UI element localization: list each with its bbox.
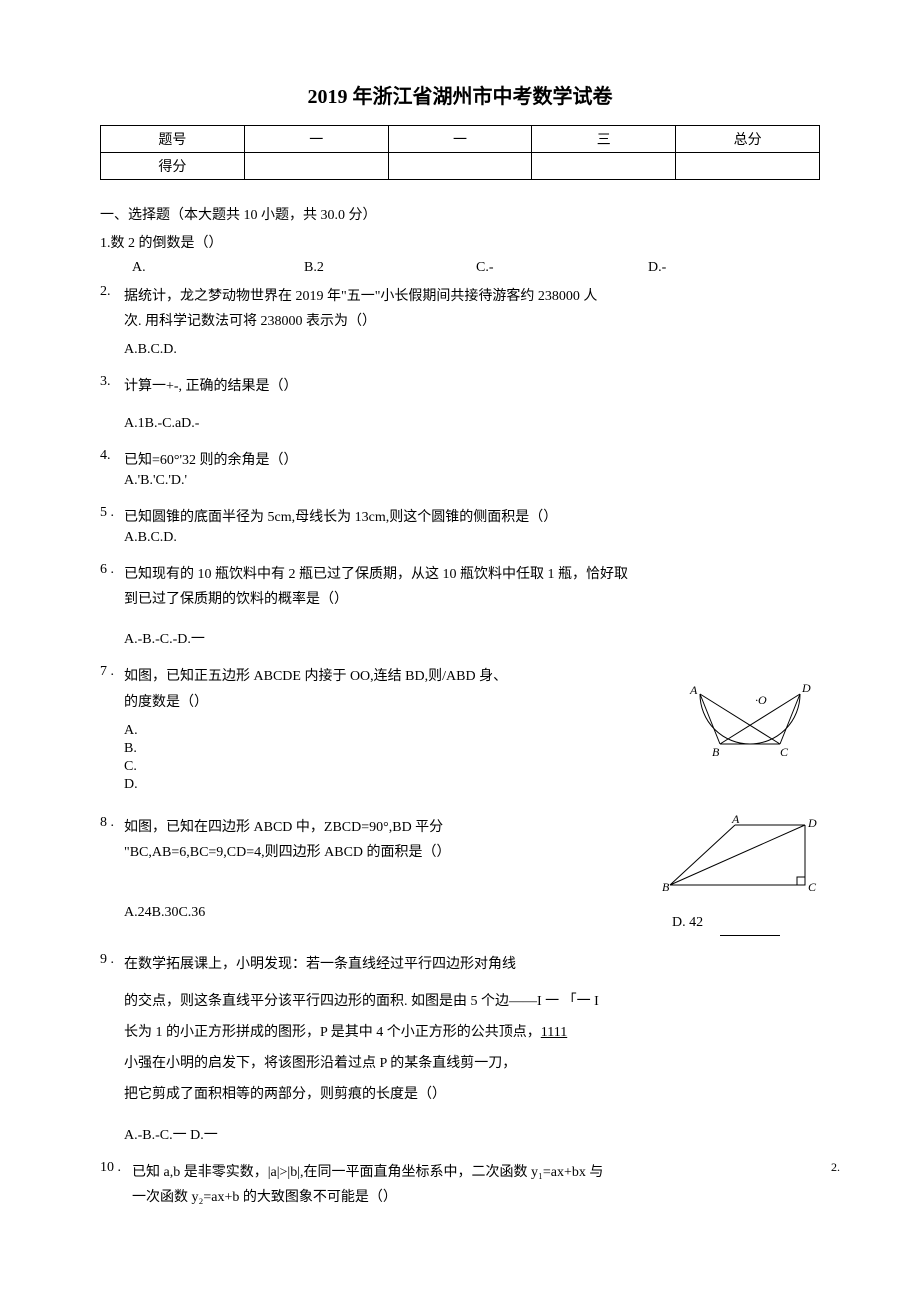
q2-num: 2. — [100, 284, 124, 300]
q8-num: 8 . — [100, 815, 124, 831]
score-cell — [244, 153, 388, 180]
q7-figure: A D B C ·O — [680, 664, 820, 764]
q4-options: A.'B.'C.'D.' — [124, 473, 820, 489]
q5-options: A.B.C.D. — [124, 530, 820, 546]
question-8: 8 . A D B C D. 42 如图，已知在四边形 ABCD 中，ZBCD=… — [100, 815, 820, 936]
header-cell: 题号 — [101, 126, 245, 153]
svg-text:B: B — [662, 880, 670, 894]
svg-text:D: D — [807, 816, 817, 830]
q2-line1: 据统计，龙之梦动物世界在 2019 年"五一"小长假期间共接待游客约 23800… — [124, 284, 820, 309]
header-cell: 一 — [244, 126, 388, 153]
q1-option-a: A. — [132, 260, 304, 276]
q8-option-c: C.36 — [178, 905, 205, 920]
q1-option-c: C.- — [476, 260, 648, 276]
q1-num: 1. — [100, 236, 111, 251]
question-7: 7 . A D B C ·O 如图，已知正五边形 ABCDE 内接于 OO,连结… — [100, 664, 820, 794]
q9-line2: 的交点，则这条直线平分该平行四边形的面积. 如图是由 5 个边——I 一 「一 … — [124, 989, 820, 1014]
q7-num: 7 . — [100, 664, 124, 680]
q3-text: 计算一+-, 正确的结果是（） — [124, 374, 820, 399]
q6-line1: 已知现有的 10 瓶饮料中有 2 瓶已过了保质期，从这 10 瓶饮料中任取 1 … — [124, 562, 820, 587]
q4-num: 4. — [100, 448, 124, 464]
section-header: 一、选择题（本大题共 10 小题，共 30.0 分） — [100, 204, 820, 224]
header-cell: 一 — [388, 126, 532, 153]
q9-line1: 在数学拓展课上，小明发现：若一条直线经过平行四边形对角线 — [124, 952, 820, 977]
side-note: 2. — [831, 1160, 840, 1175]
q10-line2: 一次函数 y₂=ax+b 的大致图象不可能是（） — [132, 1185, 820, 1210]
svg-text:C: C — [808, 880, 817, 894]
question-4: 4. 已知=60°'32 则的余角是（） A.'B.'C.'D.' — [100, 448, 820, 489]
q5-num: 5 . — [100, 505, 124, 521]
question-2: 2. 据统计，龙之梦动物世界在 2019 年"五一"小长假期间共接待游客约 23… — [100, 284, 820, 358]
table-row: 得分 — [101, 153, 820, 180]
question-6: 6 . 已知现有的 10 瓶饮料中有 2 瓶已过了保质期，从这 10 瓶饮料中任… — [100, 562, 820, 648]
q6-num: 6 . — [100, 562, 124, 578]
q2-options: A.B.C.D. — [124, 342, 820, 358]
header-cell: 总分 — [676, 126, 820, 153]
question-3: 3. 计算一+-, 正确的结果是（） A.1B.-C.aD.- — [100, 374, 820, 431]
table-row: 题号 一 一 三 总分 — [101, 126, 820, 153]
svg-text:C: C — [780, 745, 789, 759]
q1-option-d: D.- — [648, 260, 820, 276]
score-cell — [388, 153, 532, 180]
score-cell — [676, 153, 820, 180]
header-cell: 三 — [532, 126, 676, 153]
score-cell: 得分 — [101, 153, 245, 180]
question-5: 5 . 已知圆锥的底面半径为 5cm,母线长为 13cm,则这个圆锥的侧面积是（… — [100, 505, 820, 546]
svg-text:A: A — [731, 815, 740, 826]
svg-text:A: A — [689, 683, 698, 697]
score-cell — [532, 153, 676, 180]
q3-options: A.1B.-C.aD.- — [124, 416, 820, 432]
q3-num: 3. — [100, 374, 124, 390]
q9-line4: 小强在小明的启发下，将该图形沿着过点 P 的某条直线剪一刀， — [124, 1051, 820, 1076]
q7-option-d: D. — [124, 777, 820, 793]
q9-options: A.-B.-C.一 D.一 — [124, 1124, 820, 1144]
q8-option-a: A.24 — [124, 905, 152, 920]
q9-line3-suffix: 1111 — [541, 1025, 567, 1040]
svg-text:B: B — [712, 745, 720, 759]
q8-option-d: D. 42 — [660, 915, 820, 931]
svg-text:D: D — [801, 681, 811, 695]
q6-options: A.-B.-C.-D.一 — [124, 628, 820, 648]
question-10: 10 . 已知 a,b 是非零实数，|a|>|b|,在同一平面直角坐标系中，二次… — [100, 1160, 820, 1210]
question-1: 1.数 2 的倒数是（） A. B.2 C.- D.- — [100, 232, 820, 276]
svg-text:·O: ·O — [755, 693, 767, 707]
question-9: 9 . 在数学拓展课上，小明发现：若一条直线经过平行四边形对角线 的交点，则这条… — [100, 952, 820, 1144]
q8-figure: A D B C D. 42 — [660, 815, 820, 936]
q10-line1: 已知 a,b 是非零实数，|a|>|b|,在同一平面直角坐标系中，二次函数 y₁… — [132, 1160, 820, 1185]
q8-option-b: B.30 — [152, 905, 179, 920]
q6-line2: 到已过了保质期的饮料的概率是（） — [124, 587, 820, 612]
exam-title: 2019 年浙江省湖州市中考数学试卷 — [100, 80, 820, 109]
q1-text: 数 2 的倒数是（） — [111, 236, 223, 251]
q5-text: 已知圆锥的底面半径为 5cm,母线长为 13cm,则这个圆锥的侧面积是（） — [124, 505, 820, 530]
q9-num: 9 . — [100, 952, 124, 968]
q2-line2: 次. 用科学记数法可将 238000 表示为（） — [124, 309, 820, 334]
q1-option-b: B.2 — [304, 260, 476, 276]
score-table: 题号 一 一 三 总分 得分 — [100, 125, 820, 180]
q9-line5: 把它剪成了面积相等的两部分，则剪痕的长度是（） — [124, 1082, 820, 1107]
q9-line3: 长为 1 的小正方形拼成的图形，P 是其中 4 个小正方形的公共顶点， — [124, 1025, 541, 1040]
q4-text: 已知=60°'32 则的余角是（） — [124, 448, 820, 473]
q10-num: 10 . — [100, 1160, 132, 1176]
